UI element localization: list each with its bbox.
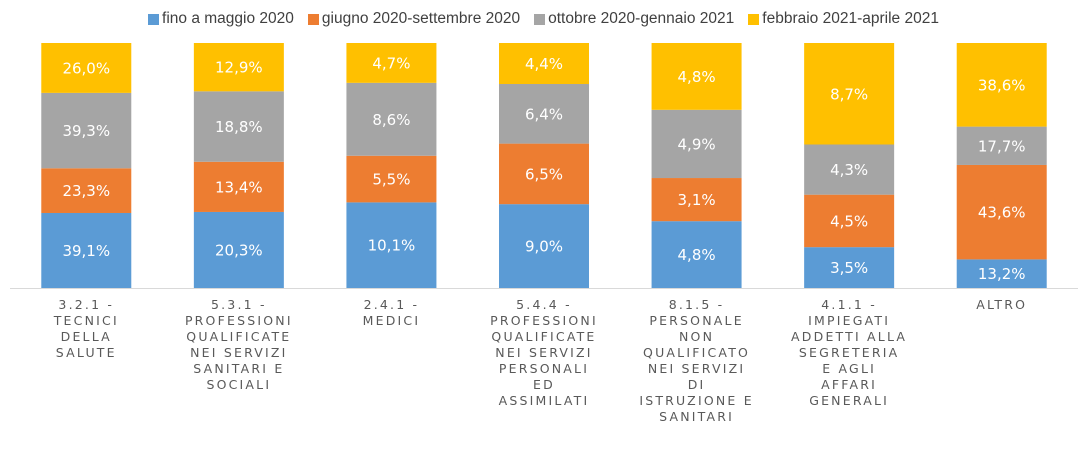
bar-segment xyxy=(499,204,589,288)
bar-segment xyxy=(804,194,895,248)
legend-item: ottobre 2020-gennaio 2021 xyxy=(534,10,734,28)
data-label: 3,1% xyxy=(678,191,716,209)
bar-segment xyxy=(346,82,437,156)
data-label: 5,5% xyxy=(372,171,410,189)
bar-segment xyxy=(956,259,1047,288)
bar-segment xyxy=(193,161,284,212)
data-label: 12,9% xyxy=(215,59,263,77)
bar-segment xyxy=(651,43,742,110)
bar-segment xyxy=(804,144,895,195)
bar-segment xyxy=(346,155,437,203)
data-label: 43,6% xyxy=(978,204,1026,222)
bar-segment xyxy=(651,178,742,222)
data-label: 13,2% xyxy=(978,265,1026,283)
bar-segment xyxy=(193,43,284,92)
data-label: 3,5% xyxy=(830,259,868,277)
data-label: 38,6% xyxy=(978,76,1026,94)
bar-segment xyxy=(499,143,589,205)
data-label: 6,5% xyxy=(525,165,563,183)
x-tick-label: 3.2.1 - TECNICI DELLA SALUTE xyxy=(53,297,119,360)
bar-segment xyxy=(41,92,132,169)
legend-item: febbraio 2021-aprile 2021 xyxy=(748,10,939,28)
data-label: 4,9% xyxy=(678,135,716,153)
legend-swatch xyxy=(748,13,760,25)
data-label: 4,4% xyxy=(525,55,563,73)
bar-segment xyxy=(193,211,284,288)
legend-label: fino a maggio 2020 xyxy=(162,10,294,27)
data-label: 13,4% xyxy=(215,178,263,196)
data-label: 4,8% xyxy=(678,246,716,264)
data-label: 8,6% xyxy=(372,111,410,129)
bar-segment xyxy=(499,83,589,144)
bar-segment xyxy=(651,221,742,288)
data-label: 9,0% xyxy=(525,238,563,256)
x-tick-label: 5.3.1 - PROFESSIONI QUALIFICATE NEI SERV… xyxy=(184,297,293,392)
data-label: 4,3% xyxy=(830,161,868,179)
data-label: 10,1% xyxy=(368,237,416,255)
x-tick-label: 4.1.1 - IMPIEGATI ADDETTI ALLA SEGRETERI… xyxy=(791,297,908,408)
bar-segment xyxy=(41,43,132,93)
legend-label: ottobre 2020-gennaio 2021 xyxy=(548,10,735,27)
data-label: 39,3% xyxy=(62,122,110,140)
bar-segment xyxy=(651,109,742,179)
legend-swatch xyxy=(534,13,546,25)
data-label: 26,0% xyxy=(62,59,110,77)
bar-segment xyxy=(346,202,437,288)
data-label: 4,8% xyxy=(678,68,716,86)
x-tick-label: ALTRO xyxy=(976,297,1028,312)
data-label: 39,1% xyxy=(62,242,110,260)
data-label: 18,8% xyxy=(215,118,263,136)
bar-segment xyxy=(41,168,132,213)
legend-swatch xyxy=(307,13,319,25)
bar-segment xyxy=(956,126,1047,165)
bar-segment xyxy=(956,43,1047,127)
data-label: 6,4% xyxy=(525,105,563,123)
legend-swatch xyxy=(148,13,160,25)
bar-segment xyxy=(346,43,437,83)
data-label: 8,7% xyxy=(830,85,868,103)
bar-segment xyxy=(193,91,284,162)
legend-item: giugno 2020-settembre 2020 xyxy=(307,10,521,28)
bar-segment xyxy=(804,247,895,288)
bar-segment xyxy=(804,43,895,145)
legend-item: fino a maggio 2020 xyxy=(148,10,294,28)
legend-label: febbraio 2021-aprile 2021 xyxy=(762,10,939,27)
x-tick-label: 8.1.5 - PERSONALE NON QUALIFICATO NEI SE… xyxy=(639,297,754,424)
data-label: 23,3% xyxy=(62,182,110,200)
x-tick-label: 5.4.4 - PROFESSIONI QUALIFICATE NEI SERV… xyxy=(490,297,598,408)
bar-segment xyxy=(499,43,589,84)
legend-label: giugno 2020-settembre 2020 xyxy=(321,10,521,27)
data-label: 4,5% xyxy=(830,212,868,230)
legend: fino a maggio 2020 giugno 2020-settembre … xyxy=(0,10,1087,28)
data-label: 17,7% xyxy=(978,137,1026,155)
data-label: 20,3% xyxy=(215,241,263,259)
data-label: 4,7% xyxy=(372,54,410,72)
bar-segment xyxy=(956,164,1047,260)
bar-segment xyxy=(41,212,132,288)
x-tick-label: 2.4.1 - MEDICI xyxy=(362,297,421,328)
